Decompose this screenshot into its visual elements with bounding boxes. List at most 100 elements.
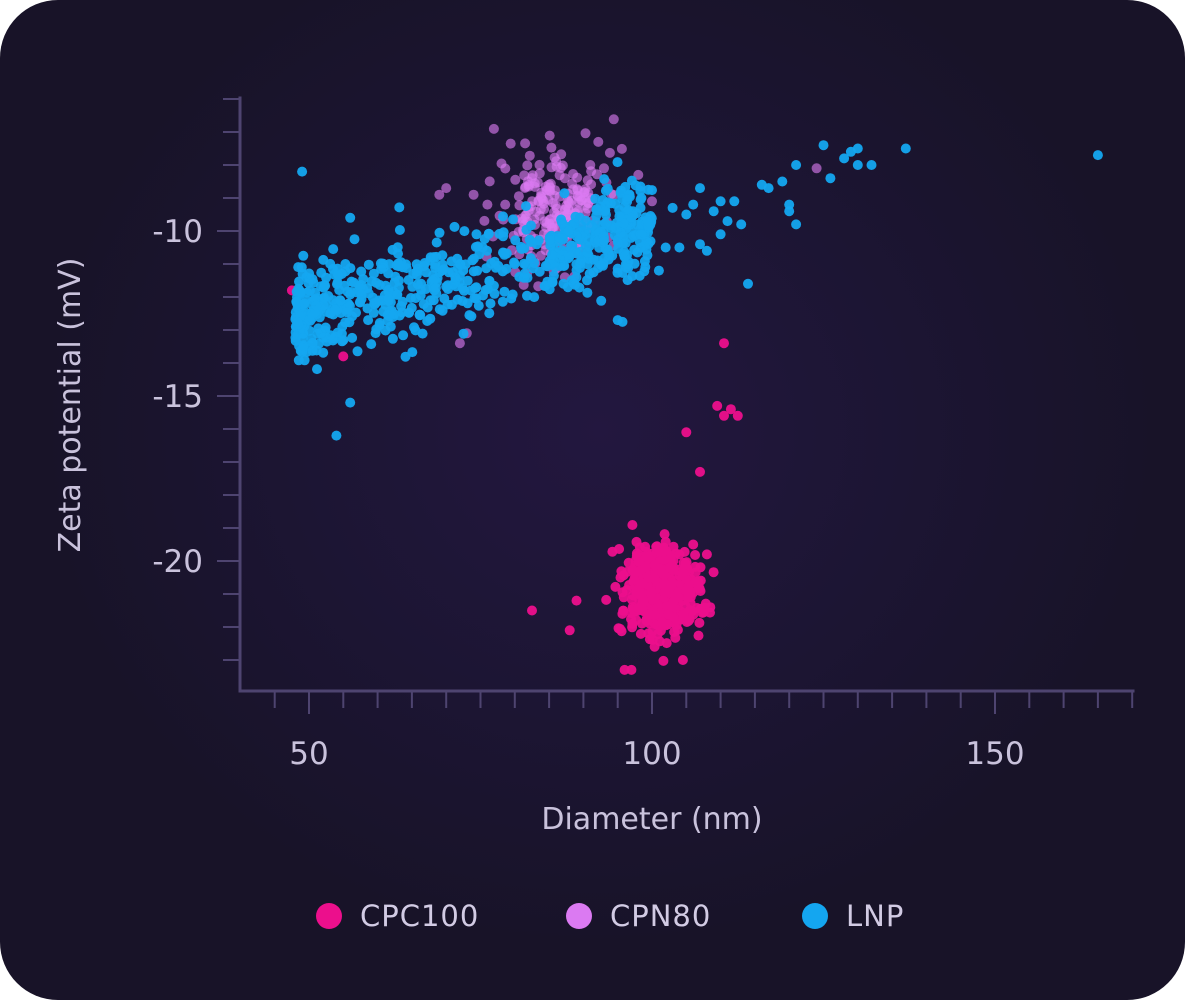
lnp-point — [701, 245, 712, 256]
lnp-point — [371, 324, 382, 335]
lnp-point — [469, 293, 480, 304]
lnp-point — [376, 264, 387, 275]
lnp-point — [363, 315, 374, 326]
lnp-point — [380, 280, 391, 291]
lnp-point — [362, 303, 373, 314]
legend-label-cpc100: CPC100 — [360, 899, 480, 933]
cpn80-point — [582, 175, 593, 186]
lnp-point — [584, 268, 595, 279]
lnp-point — [635, 194, 646, 205]
lnp-point — [647, 185, 657, 196]
lnp-point — [446, 299, 457, 310]
points-layer — [286, 114, 1103, 675]
lnp-point — [784, 206, 795, 217]
lnp-point — [479, 234, 490, 244]
lnp-point — [695, 239, 705, 250]
lnp-point — [497, 296, 508, 307]
lnp-point — [390, 271, 401, 282]
cpc100-point — [659, 569, 670, 580]
lnp-point — [526, 220, 536, 231]
lnp-point — [292, 298, 302, 309]
lnp-point — [584, 241, 595, 252]
cpn80-point — [454, 338, 465, 349]
lnp-point — [412, 269, 422, 280]
lnp-point — [352, 346, 363, 357]
lnp-point — [293, 355, 304, 366]
lnp-point — [339, 280, 350, 291]
lnp-point — [607, 250, 618, 261]
cpc100-point — [646, 586, 657, 597]
lnp-point — [715, 196, 726, 207]
cpc100-point — [691, 603, 702, 613]
lnp-point — [319, 280, 330, 290]
lnp-point — [345, 397, 356, 408]
lnp-point — [467, 255, 478, 266]
cpn80-point — [482, 199, 493, 210]
cpc100-point — [571, 595, 582, 606]
cpc100-point — [659, 529, 670, 540]
lnp-point — [431, 237, 442, 248]
lnp-point — [510, 235, 521, 246]
lnp-point — [619, 246, 630, 257]
cpn80-point — [484, 176, 495, 187]
lnp-point — [588, 254, 599, 265]
cpn80-point — [562, 208, 573, 219]
lnp-point — [307, 337, 318, 348]
y-tick-label-minus20: -20 — [152, 544, 203, 580]
lnp-point — [490, 262, 501, 273]
cpn80-point — [519, 183, 530, 193]
lnp-point — [743, 278, 753, 289]
legend-label-cpn80: CPN80 — [610, 899, 712, 933]
cpc100-point — [719, 410, 729, 421]
lnp-point — [297, 166, 308, 177]
lnp-point — [722, 216, 733, 227]
lnp-point — [462, 275, 473, 286]
cpc100-point — [670, 593, 681, 604]
lnp-point — [791, 160, 802, 170]
cpc100-point — [616, 626, 627, 637]
cpc100-swatch — [316, 903, 342, 929]
y-axis-title: Zeta potential (mV) — [53, 258, 88, 553]
lnp-point — [345, 212, 356, 223]
legend-item-lnp[interactable]: LNP — [802, 892, 904, 940]
lnp-point — [318, 347, 329, 358]
cpc100-point — [640, 541, 651, 552]
cpc100-point — [631, 536, 642, 547]
lnp-point — [484, 308, 495, 319]
cpn80-point — [559, 173, 570, 184]
lnp-point — [599, 206, 610, 217]
lnp-point — [736, 219, 747, 230]
cpn80-point — [546, 142, 557, 153]
lnp-point — [498, 211, 508, 222]
cpn80-point — [434, 189, 445, 200]
lnp-point — [623, 263, 634, 274]
lnp-point — [484, 275, 495, 286]
cpc100-point — [708, 567, 719, 578]
lnp-point — [839, 153, 850, 164]
lnp-point — [591, 204, 602, 215]
cpn80-point — [488, 123, 499, 134]
cpn80-point — [541, 185, 552, 196]
x-tick-label-50: 50 — [289, 736, 328, 772]
lnp-point — [417, 328, 428, 339]
y-tick-label-minus15: -15 — [152, 379, 203, 415]
lnp-point — [660, 242, 671, 253]
cpn80-point — [531, 206, 542, 217]
cpc100-point — [693, 583, 704, 594]
lnp-point — [522, 272, 533, 283]
legend-item-cpn80[interactable]: CPN80 — [566, 892, 711, 940]
lnp-point — [331, 430, 342, 441]
lnp-point — [330, 304, 341, 315]
cpn80-point — [608, 114, 619, 125]
cpc100-point — [614, 544, 625, 554]
cpc100-point — [640, 561, 651, 572]
lnp-point — [596, 295, 607, 306]
cpc100-point — [695, 562, 706, 573]
cpn80-point — [522, 160, 533, 171]
lnp-point — [480, 285, 491, 295]
legend-item-cpc100[interactable]: CPC100 — [316, 892, 479, 940]
lnp-point — [635, 242, 646, 253]
lnp-point — [325, 330, 336, 341]
